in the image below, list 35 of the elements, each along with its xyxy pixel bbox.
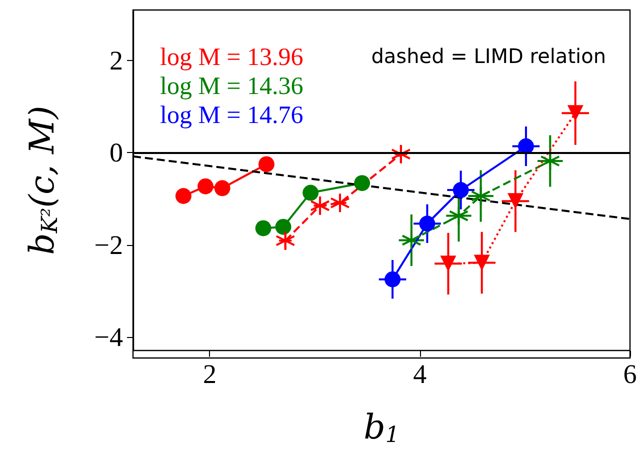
y-tick-label: −4 <box>94 322 124 352</box>
y-tick-label: 2 <box>110 46 123 76</box>
point <box>384 271 401 288</box>
point <box>390 144 411 164</box>
point <box>275 218 292 235</box>
point <box>214 180 230 196</box>
point <box>198 178 214 194</box>
y-tick-label: 0 <box>110 138 123 168</box>
point <box>507 193 524 210</box>
point <box>448 206 469 226</box>
point <box>452 182 469 198</box>
point <box>470 186 491 206</box>
point <box>302 184 319 201</box>
point <box>518 138 534 154</box>
point <box>354 175 370 192</box>
point <box>310 196 330 216</box>
point <box>474 254 490 271</box>
y-tick-label: −2 <box>94 230 123 260</box>
point <box>175 188 192 204</box>
point <box>255 220 272 236</box>
point <box>258 156 274 172</box>
text: log M = 14.36 <box>160 73 304 100</box>
y-axis-title: bK²(c, M) <box>22 106 63 255</box>
point <box>567 105 584 122</box>
x-tick-label: 6 <box>623 359 637 390</box>
x-tick-label: 2 <box>202 359 216 390</box>
annotation: dashed = LIMD relation <box>371 44 606 68</box>
x-tick-label: 4 <box>413 359 428 390</box>
point <box>275 230 296 251</box>
text: log M = 13.96 <box>160 44 304 71</box>
point <box>419 216 436 232</box>
text: log M = 14.76 <box>160 102 304 129</box>
x-axis-title: b1 <box>364 407 400 448</box>
point <box>401 230 422 250</box>
point <box>440 256 456 272</box>
